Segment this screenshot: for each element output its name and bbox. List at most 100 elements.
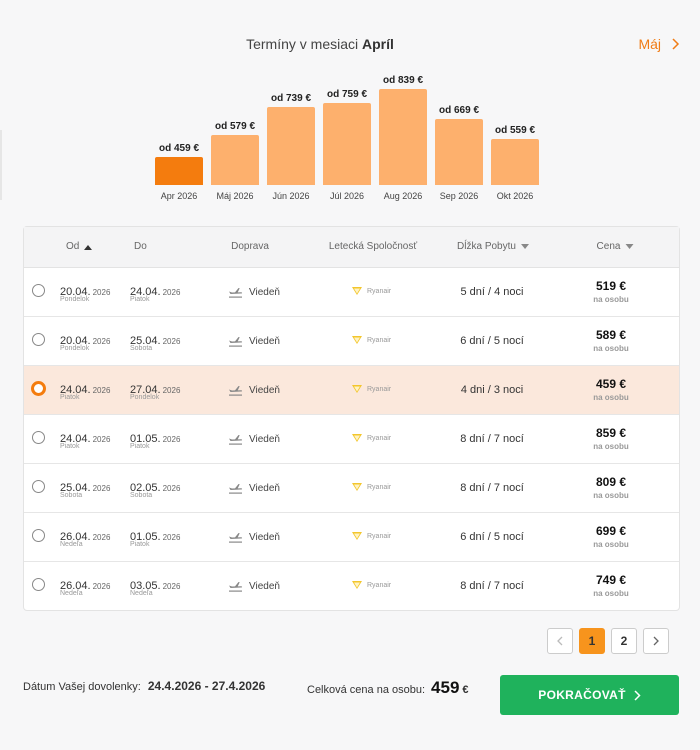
to-date-day: Pondelok xyxy=(130,394,160,401)
from-date-value: 24.04. xyxy=(60,433,91,445)
row-price-value: 459 € xyxy=(595,377,627,391)
month-title: Termíny v mesiaci Apríl xyxy=(0,36,640,52)
from-date-year: 2026 xyxy=(92,386,111,395)
table-row[interactable]: 26.04. 2026 Nedeľa 01.05. 2026 Piatok Viedeň Ry… xyxy=(24,513,679,562)
page-button[interactable]: 1 xyxy=(579,628,605,654)
to-date-value: 03.05. xyxy=(130,580,161,592)
row-radio[interactable] xyxy=(32,480,45,493)
chart-bar-group[interactable]: od 559 € Okt 2026 xyxy=(491,70,539,205)
chart-bar-group[interactable]: od 459 € Apr 2026 xyxy=(155,70,203,205)
row-price: 589 € na osobu xyxy=(593,328,629,353)
to-date-day: Piatok xyxy=(130,296,150,303)
row-radio[interactable] xyxy=(32,284,45,297)
to-date-day: Sobota xyxy=(130,345,153,352)
chart-bar[interactable] xyxy=(155,157,203,185)
sort-down-icon xyxy=(625,243,634,249)
row-price: 809 € na osobu xyxy=(593,475,629,500)
total-price: Celková cena na osobu: 459 € xyxy=(307,678,469,698)
transport: Viedeň xyxy=(228,433,280,445)
airline: Ryanair xyxy=(351,531,391,541)
row-price-value: 809 € xyxy=(595,475,627,489)
row-price-note: na osobu xyxy=(593,589,629,598)
table-row[interactable]: 26.04. 2026 Nedeľa 03.05. 2026 Nedeľa Viedeň Ry… xyxy=(24,562,679,610)
plane-icon xyxy=(229,386,243,396)
chart-bar-price-label: od 579 € xyxy=(214,121,256,132)
col-header-dlzka[interactable]: Dĺžka Pobytu xyxy=(457,241,529,252)
page-edge-divider xyxy=(0,130,2,200)
ryanair-logo-icon xyxy=(352,532,362,540)
stay-length: 8 dní / 7 nocí xyxy=(460,433,524,445)
transport: Viedeň xyxy=(228,531,280,543)
to-date-value: 02.05. xyxy=(130,482,161,494)
airline-name: Ryanair xyxy=(367,336,392,344)
col-header-od[interactable]: Od xyxy=(66,241,93,252)
from-date-day: Sobota xyxy=(60,492,83,499)
transport-city: Viedeň xyxy=(249,433,280,445)
row-price: 749 € na osobu xyxy=(593,573,629,598)
airline: Ryanair xyxy=(351,335,391,345)
to-date-value: 24.04. xyxy=(130,286,161,298)
chart-bar[interactable] xyxy=(323,103,371,185)
plane-icon xyxy=(229,288,243,298)
chart-bar-month-label: Aug 2026 xyxy=(383,191,423,201)
col-header-od-label: Od xyxy=(66,241,80,252)
chart-bar[interactable] xyxy=(491,139,539,185)
from-date-day: Nedeľa xyxy=(60,541,83,548)
chevron-right-icon xyxy=(653,636,659,646)
chart-bar-price-label: od 559 € xyxy=(494,125,536,136)
table-body: 20.04. 2026 Pondelok 24.04. 2026 Piatok Viedeň… xyxy=(24,268,679,610)
chart-bar[interactable] xyxy=(267,107,315,185)
chart-bar-month-label: Máj 2026 xyxy=(216,191,254,201)
to-date: 01.05. 2026 Piatok xyxy=(130,527,180,548)
from-date: 26.04. 2026 Nedeľa xyxy=(60,527,110,548)
airline: Ryanair xyxy=(351,286,391,296)
chart-bar[interactable] xyxy=(211,135,259,185)
table-row[interactable]: 24.04. 2026 Piatok 27.04. 2026 Pondelok Viedeň… xyxy=(24,366,679,415)
ryanair-logo-icon xyxy=(352,581,362,589)
col-header-cena[interactable]: Cena xyxy=(597,241,634,252)
row-radio[interactable] xyxy=(32,529,45,542)
to-date-value: 27.04. xyxy=(130,384,161,396)
page-button[interactable]: 2 xyxy=(611,628,637,654)
col-header-airline: Letecká Spoločnosť xyxy=(329,241,417,252)
to-date-year: 2026 xyxy=(162,337,181,346)
row-radio[interactable] xyxy=(32,333,45,346)
row-price-note: na osobu xyxy=(593,295,629,304)
chart-bar-group[interactable]: od 669 € Sep 2026 xyxy=(435,70,483,205)
chart-bar-group[interactable]: od 839 € Aug 2026 xyxy=(379,70,427,205)
row-price-note: na osobu xyxy=(593,540,629,549)
chart-bar[interactable] xyxy=(379,89,427,185)
table-row[interactable]: 25.04. 2026 Sobota 02.05. 2026 Sobota Viedeň Ry… xyxy=(24,464,679,513)
transport-city: Viedeň xyxy=(249,335,280,347)
next-month-link[interactable]: Máj xyxy=(638,36,680,52)
next-page-button[interactable] xyxy=(643,628,669,654)
from-date-day: Piatok xyxy=(60,443,80,450)
to-date-value: 01.05. xyxy=(130,433,161,445)
row-radio[interactable] xyxy=(32,578,45,591)
transport-city: Viedeň xyxy=(249,531,280,543)
from-date: 24.04. 2026 Piatok xyxy=(60,380,111,401)
stay-length: 4 dni / 3 noci xyxy=(460,384,524,396)
to-date-day: Nedeľa xyxy=(130,590,153,597)
airline: Ryanair xyxy=(351,580,391,590)
airline-name: Ryanair xyxy=(367,532,392,540)
table-row[interactable]: 24.04. 2026 Piatok 01.05. 2026 Piatok Viedeň Ry… xyxy=(24,415,679,464)
stay-length: 8 dní / 7 nocí xyxy=(460,580,524,592)
row-radio[interactable] xyxy=(32,431,45,444)
table-row[interactable]: 20.04. 2026 Pondelok 25.04. 2026 Sobota Viedeň… xyxy=(24,317,679,366)
continue-button[interactable]: POKRAČOVAŤ xyxy=(500,675,679,715)
to-date: 25.04. 2026 Sobota xyxy=(130,331,181,352)
airline-name: Ryanair xyxy=(367,483,392,491)
chart-bar-group[interactable]: od 579 € Máj 2026 xyxy=(211,70,259,205)
row-price: 699 € na osobu xyxy=(593,524,629,549)
chart-bar[interactable] xyxy=(435,119,483,185)
col-header-do[interactable]: Do xyxy=(134,241,147,252)
chart-bar-group[interactable]: od 739 € Jún 2026 xyxy=(267,70,315,205)
row-radio[interactable] xyxy=(31,381,46,396)
plane-icon xyxy=(229,533,243,543)
chart-bar-group[interactable]: od 759 € Júl 2026 xyxy=(323,70,371,205)
table-row[interactable]: 20.04. 2026 Pondelok 24.04. 2026 Piatok Viedeň… xyxy=(24,268,679,317)
prev-page-button[interactable] xyxy=(547,628,573,654)
continue-button-label: POKRAČOVAŤ xyxy=(538,688,626,702)
